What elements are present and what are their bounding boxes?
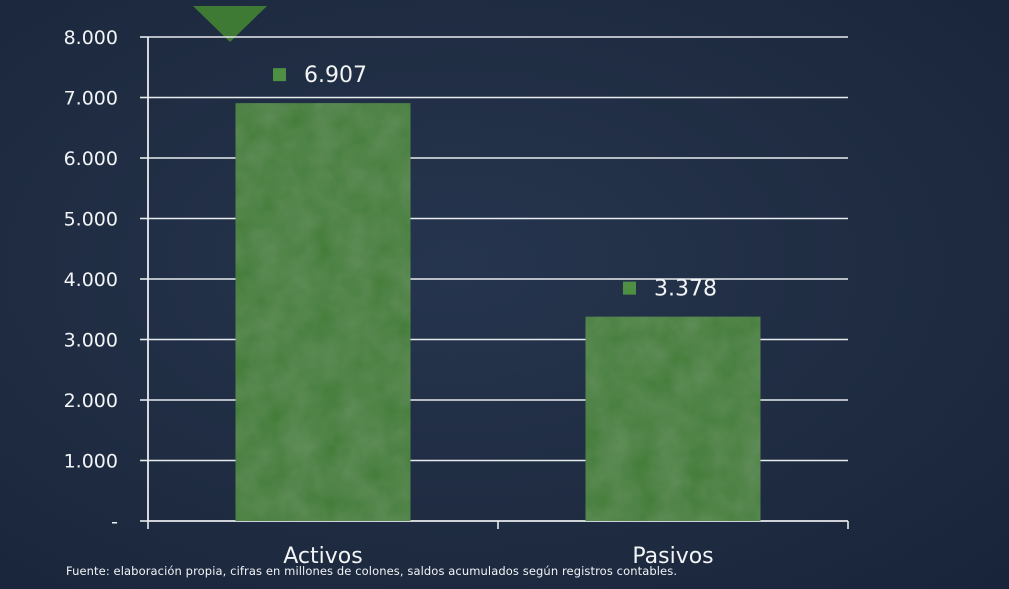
- x-category-label: Pasivos: [632, 544, 713, 569]
- y-tick-label: 4.000: [64, 269, 118, 291]
- y-tick-label: 3.000: [64, 330, 118, 352]
- y-tick-label: 6.000: [64, 148, 118, 170]
- data-label: 3.378: [654, 277, 717, 302]
- data-label-marker: [623, 281, 636, 295]
- y-tick-label: 1.000: [64, 451, 118, 473]
- bars: [235, 103, 761, 522]
- data-label: 6.907: [304, 63, 367, 88]
- y-tick-label: 8.000: [64, 27, 118, 49]
- labels: - 1.000 2.000 3.000 4.000 5.000 6.000 7.000 8.00…: [64, 27, 717, 569]
- bar-pasivos: [585, 316, 761, 521]
- source-note: Fuente: elaboración propia, cifras en mi…: [66, 564, 678, 578]
- y-tick-label: 7.000: [64, 88, 118, 110]
- bar-activos: [235, 103, 411, 522]
- decorative-triangle: [193, 6, 267, 42]
- y-tick-label: 5.000: [64, 209, 118, 231]
- y-tick-label: 2.000: [64, 390, 118, 412]
- y-tick-label: -: [111, 511, 118, 533]
- x-category-label: Activos: [283, 544, 362, 569]
- data-label-marker: [273, 68, 286, 82]
